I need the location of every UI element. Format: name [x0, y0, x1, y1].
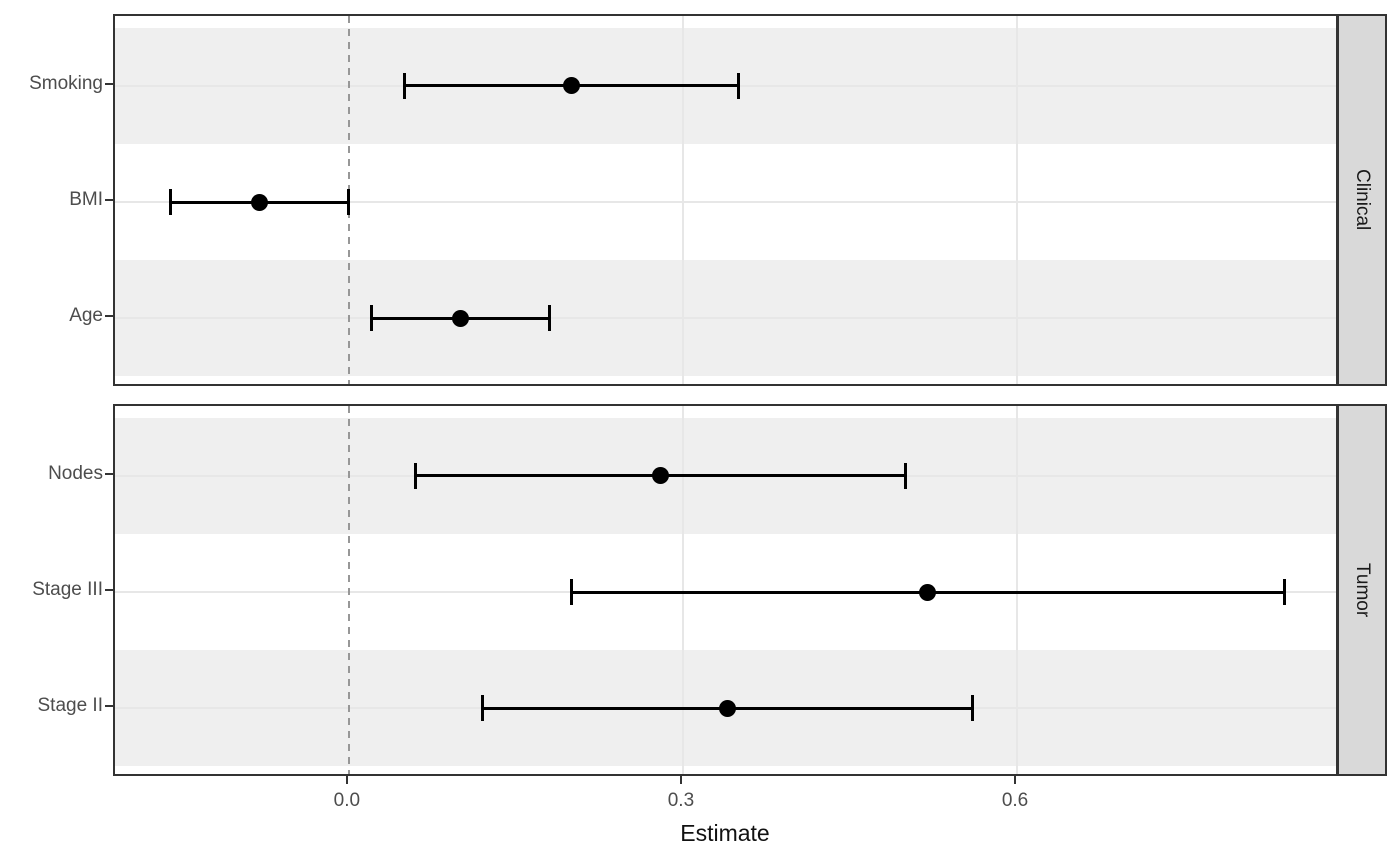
ci-cap-lower-smoking	[403, 72, 407, 99]
point-estimate-age	[451, 309, 469, 327]
y-axis-label-smoking: Smoking	[29, 72, 103, 94]
x-axis-tick	[345, 776, 348, 784]
gridline-x	[681, 406, 684, 774]
x-axis-tick-label: 0.6	[1001, 790, 1029, 811]
gridline-y	[115, 201, 1336, 203]
y-axis-label-stage-iii: Stage III	[32, 579, 103, 600]
facet-strip-clinical: Clinical	[1337, 14, 1387, 386]
point-estimate-stage-ii	[719, 699, 736, 717]
x-axis-tick-label: 0.3	[667, 790, 695, 811]
ci-cap-lower-nodes	[414, 462, 418, 489]
facet-strip-label-tumor: Tumor	[1352, 562, 1373, 618]
y-axis-label-stage-ii: Stage II	[37, 695, 104, 717]
ci-cap-lower-bmi	[169, 189, 173, 215]
x-axis-title: Estimate	[680, 820, 770, 846]
facet-strip-label-clinical: Clinical	[1352, 169, 1373, 231]
panel-tumor	[113, 404, 1338, 776]
facet-strip-tumor: Tumor	[1337, 404, 1387, 776]
x-axis-tick	[679, 776, 682, 784]
panel-clinical	[113, 14, 1338, 386]
gridline-y	[115, 317, 1336, 320]
ci-cap-lower-stage-ii	[481, 695, 484, 722]
ci-cap-upper-stage-iii	[1282, 579, 1286, 605]
y-axis-tick	[105, 472, 113, 475]
gridline-x	[1016, 16, 1019, 384]
point-estimate-stage-iii	[919, 583, 937, 601]
gridline-x	[1016, 406, 1019, 774]
x-axis-tick	[1014, 776, 1017, 784]
ci-cap-upper-stage-ii	[971, 695, 974, 722]
ci-cap-upper-bmi	[347, 189, 351, 215]
ci-cap-lower-age	[369, 305, 373, 332]
point-estimate-smoking	[563, 77, 581, 95]
y-axis-label-age: Age	[69, 305, 103, 327]
y-axis-tick	[105, 199, 113, 201]
ci-cap-upper-age	[547, 305, 551, 332]
y-axis-tick	[105, 315, 113, 318]
zero-reference-line	[347, 406, 350, 774]
point-estimate-bmi	[251, 193, 269, 211]
y-axis-tick	[105, 589, 113, 591]
y-axis-tick	[105, 82, 113, 85]
y-axis-label-nodes: Nodes	[48, 462, 103, 484]
x-axis-tick-label: 0.0	[333, 790, 361, 811]
ci-cap-upper-smoking	[737, 72, 741, 99]
y-axis-label-bmi: BMI	[69, 189, 103, 210]
point-estimate-nodes	[652, 467, 670, 485]
ci-cap-lower-stage-iii	[570, 579, 574, 605]
ci-cap-upper-nodes	[904, 462, 908, 489]
gridline-x	[681, 16, 684, 384]
y-axis-tick	[105, 705, 113, 708]
